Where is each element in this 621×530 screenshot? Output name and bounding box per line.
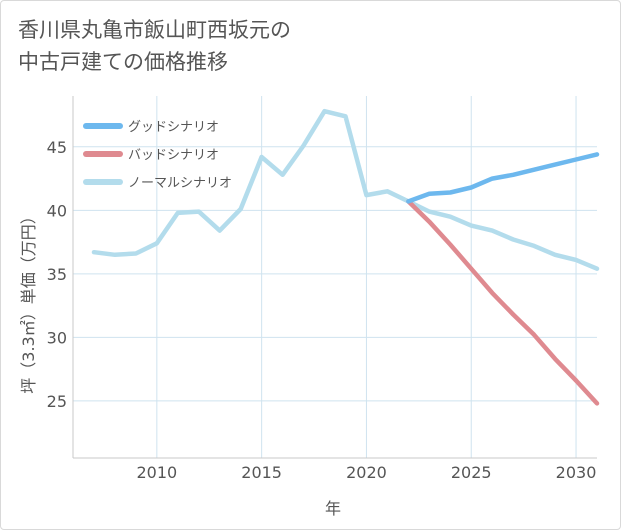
series-line-2 xyxy=(91,108,600,271)
grid-lines xyxy=(73,96,597,458)
y-tick-label: 35 xyxy=(47,265,67,284)
x-tick-label: 2030 xyxy=(556,463,597,482)
chart-title-line-2: 中古戸建ての価格推移 xyxy=(18,50,228,74)
chart-title-line-1: 香川県丸亀市飯山町西坂元の xyxy=(18,18,291,42)
axes xyxy=(72,96,597,459)
x-tick-label: 2010 xyxy=(136,463,177,482)
x-tick-label: 2025 xyxy=(451,463,492,482)
x-tick-label: 2015 xyxy=(241,463,282,482)
series-line-1 xyxy=(406,199,600,406)
tick-labels: 2010 2015 2020 2025 2030 25 30 35 40 45 xyxy=(47,138,597,482)
y-tick-label: 30 xyxy=(47,328,67,347)
x-tick-label: 2020 xyxy=(346,463,387,482)
y-tick-label: 45 xyxy=(47,138,67,157)
series-line-0 xyxy=(406,152,600,204)
legend-label-1: バッドシナリオ xyxy=(128,148,219,163)
legend-label-2: ノーマルシナリオ xyxy=(128,176,232,191)
legend-label-0: グッドシナリオ xyxy=(128,120,219,135)
chart-title: 香川県丸亀市飯山町西坂元の 中古戸建ての価格推移 xyxy=(18,14,291,78)
series-lines xyxy=(91,108,600,406)
x-axis-label: 年 xyxy=(325,499,341,518)
y-tick-label: 40 xyxy=(47,201,67,220)
y-axis-label: 坪（3.3㎡）単価（万円） xyxy=(19,208,38,393)
y-tick-label: 25 xyxy=(47,392,67,411)
